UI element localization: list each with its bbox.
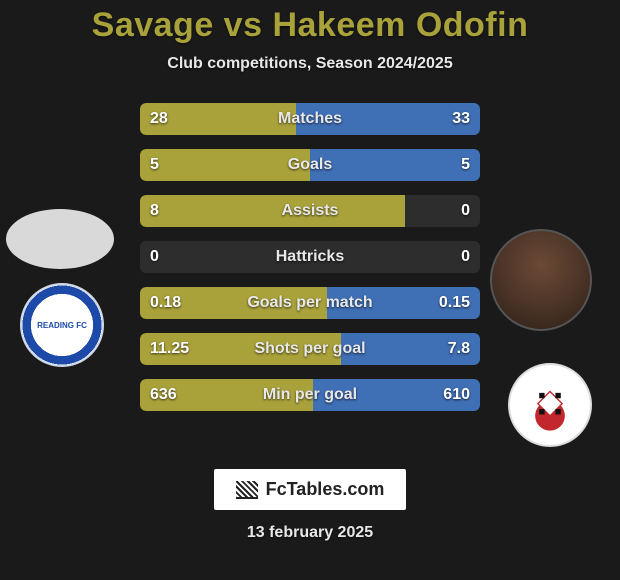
stat-bar-left: [140, 195, 405, 227]
stat-value-left: 11.25: [140, 333, 199, 365]
fctables-icon: [236, 481, 258, 499]
stat-value-right: 33: [442, 103, 480, 135]
stat-value-left: 28: [140, 103, 178, 135]
comparison-content: READING FC 2833Matches55Goals80Assists00…: [0, 103, 620, 411]
stat-value-right: 0.15: [429, 287, 480, 319]
club-badge-left: READING FC: [20, 283, 104, 367]
stat-value-left: 0: [140, 241, 169, 273]
stat-value-left: 5: [140, 149, 169, 181]
stat-value-right: 7.8: [438, 333, 480, 365]
stat-row: 11.257.8Shots per goal: [140, 333, 480, 365]
stat-row: 0.180.15Goals per match: [140, 287, 480, 319]
stat-row: 80Assists: [140, 195, 480, 227]
stat-value-left: 636: [140, 379, 187, 411]
club-badge-right: [508, 363, 592, 447]
stat-bars: 2833Matches55Goals80Assists00Hattricks0.…: [140, 103, 480, 411]
stat-value-left: 0.18: [140, 287, 191, 319]
rotherham-icon: [523, 378, 577, 432]
stat-row: 55Goals: [140, 149, 480, 181]
page-subtitle: Club competitions, Season 2024/2025: [0, 55, 620, 73]
stat-value-right: 5: [451, 149, 480, 181]
player-photo-left: [6, 209, 114, 269]
stat-value-right: 610: [433, 379, 480, 411]
stat-value-right: 0: [451, 195, 480, 227]
attribution-badge[interactable]: FcTables.com: [214, 469, 407, 510]
footer-date: 13 february 2025: [247, 524, 373, 542]
stat-value-right: 0: [451, 241, 480, 273]
footer: FcTables.com 13 february 2025: [0, 469, 620, 542]
stat-row: 0 0Hattricks: [140, 241, 480, 273]
stat-name: Hattricks: [140, 241, 480, 273]
stat-value-left: 8: [140, 195, 169, 227]
attribution-text: FcTables.com: [266, 479, 385, 500]
stat-row: 2833Matches: [140, 103, 480, 135]
player-photo-right: [490, 229, 592, 331]
stat-row: 636610Min per goal: [140, 379, 480, 411]
page-title: Savage vs Hakeem Odofin: [0, 0, 620, 45]
